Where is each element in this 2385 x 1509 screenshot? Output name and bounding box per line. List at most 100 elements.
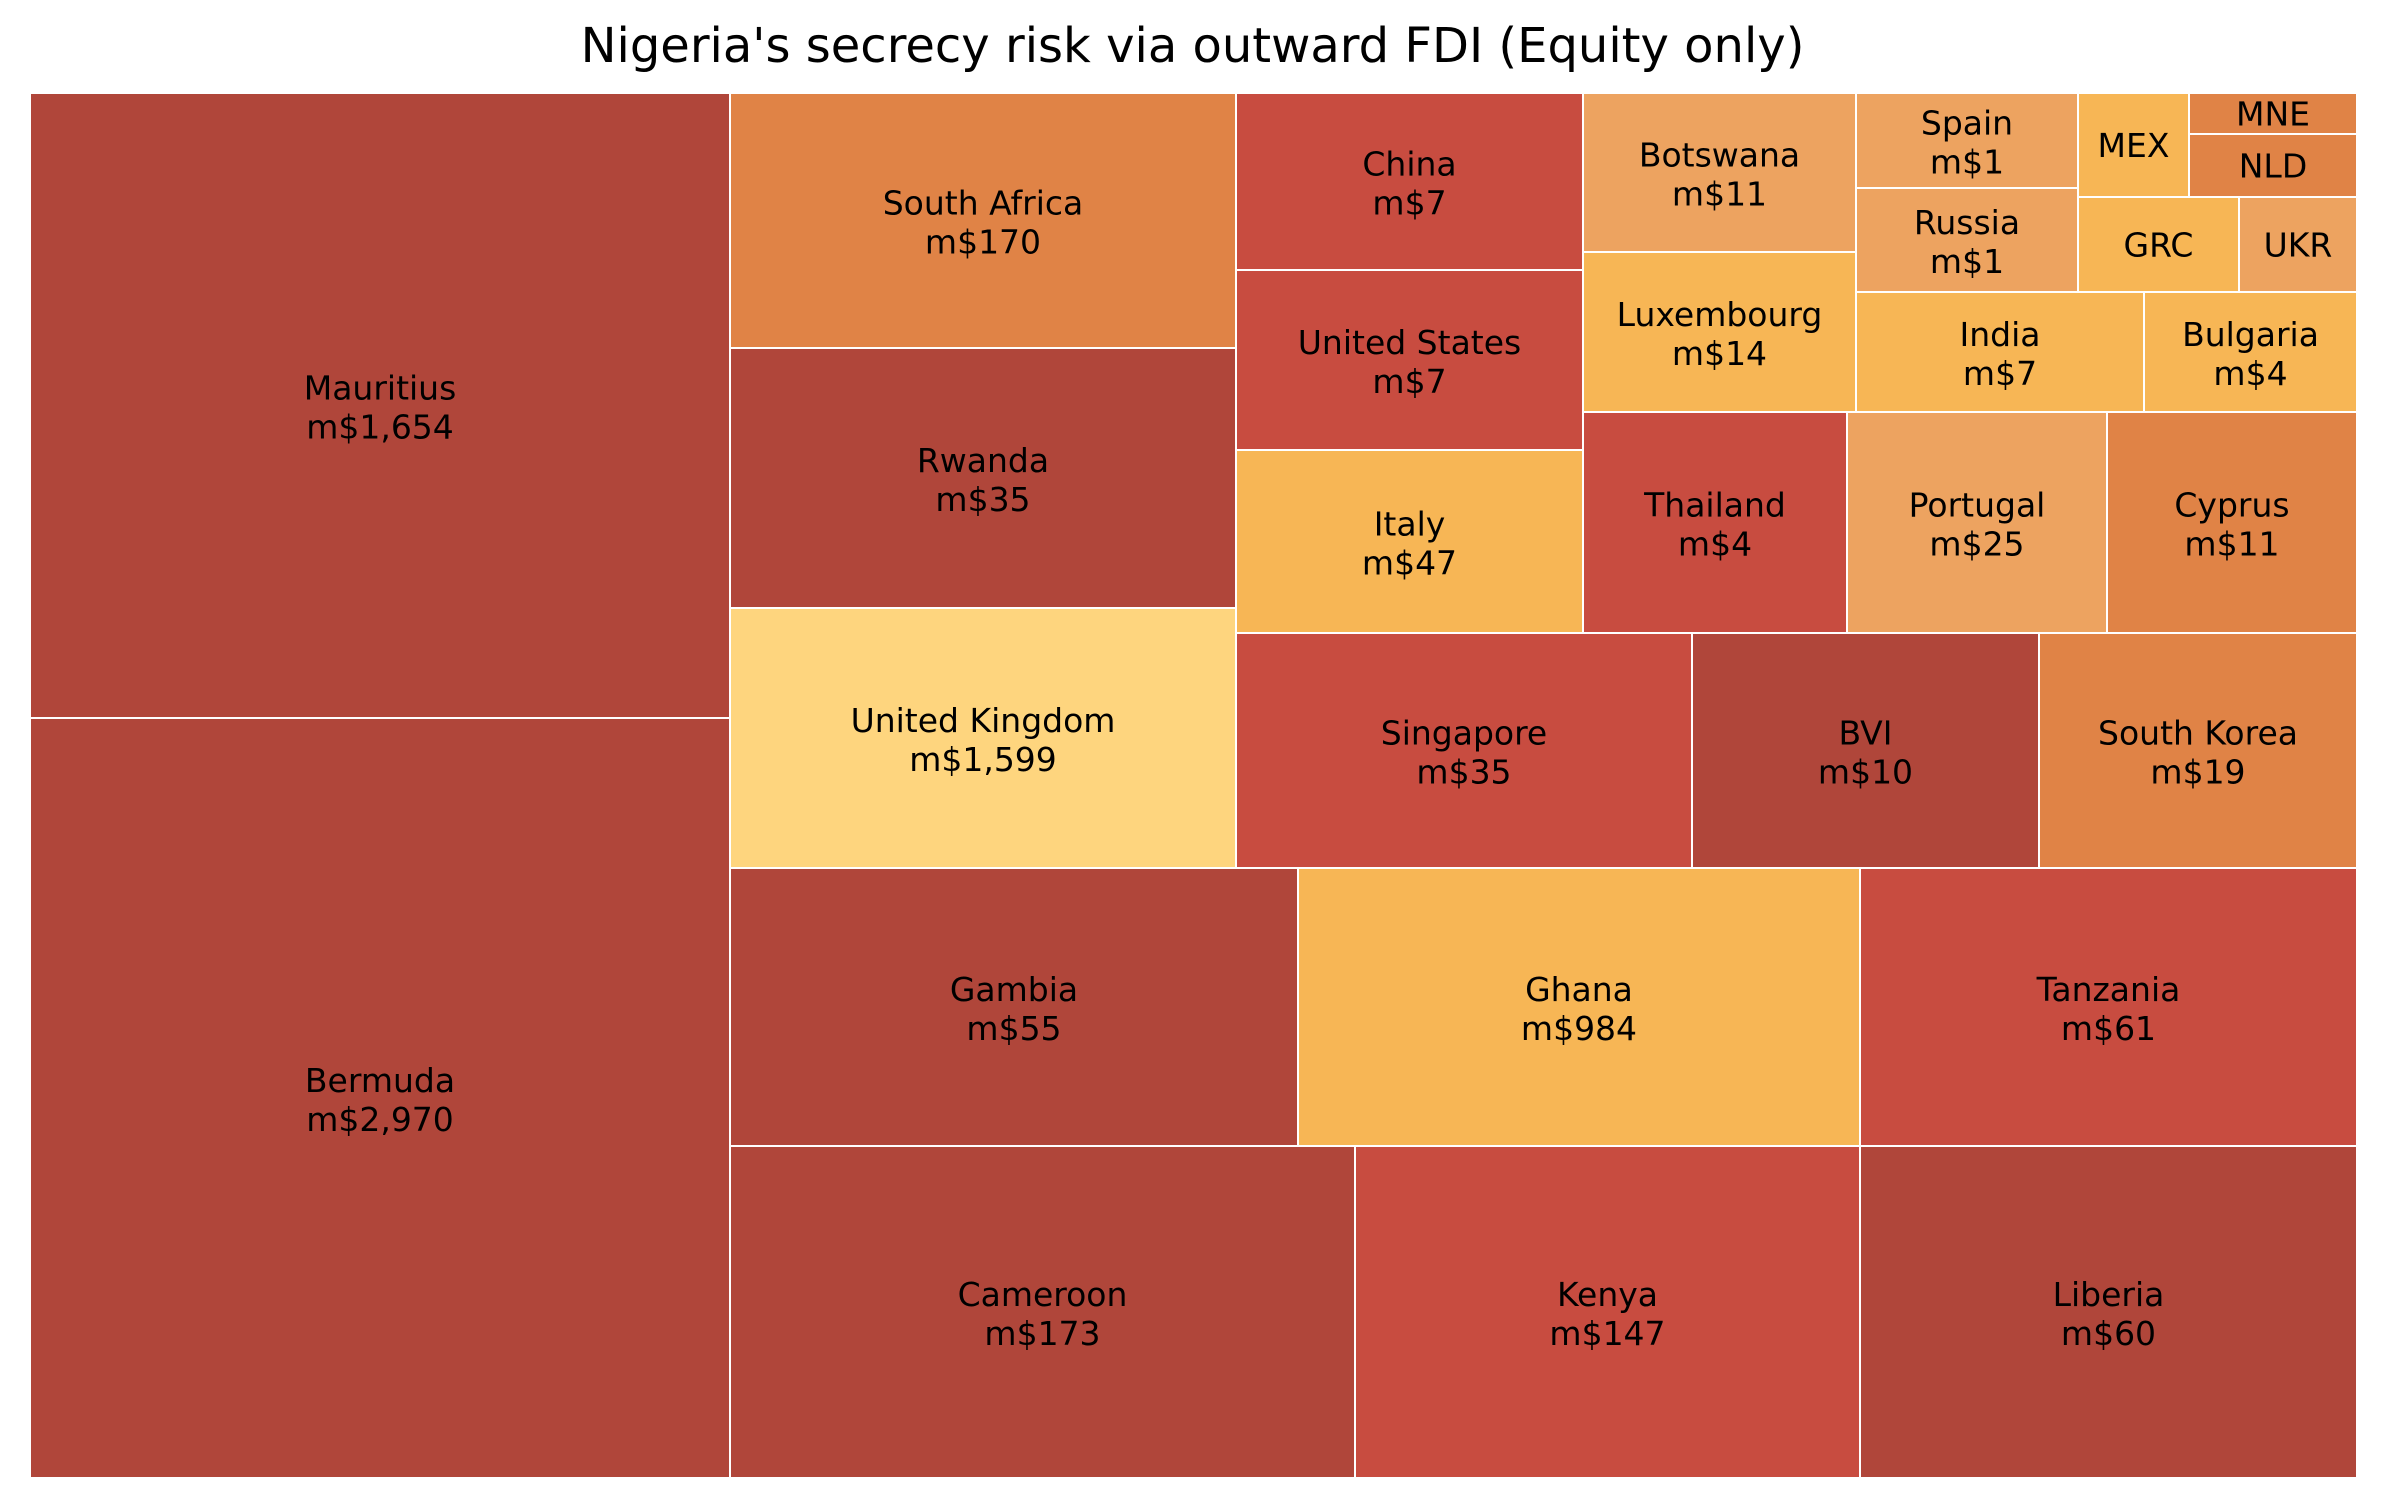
treemap-label-nld: NLD — [2239, 147, 2307, 186]
treemap-label-india: India — [1960, 315, 2041, 354]
treemap-label-portugal: Portugal — [1909, 486, 2046, 525]
treemap-label-gambia: Gambia — [950, 970, 1078, 1009]
treemap-rect-kenya — [1354, 1145, 1861, 1479]
treemap-value-india: m$7 — [1963, 354, 2037, 393]
treemap-value-united-states: m$7 — [1372, 362, 1446, 401]
treemap-value-luxembourg: m$14 — [1672, 334, 1767, 373]
treemap-value-tanzania: m$61 — [2061, 1009, 2156, 1048]
treemap-cell-grc: GRC — [2077, 196, 2240, 293]
treemap-value-bulgaria: m$4 — [2213, 354, 2287, 393]
treemap-label-bermuda: Bermuda — [305, 1061, 455, 1100]
treemap-label-bulgaria: Bulgaria — [2182, 315, 2319, 354]
treemap-label-thailand: Thailand — [1643, 486, 1786, 525]
treemap-label-rwanda: Rwanda — [917, 441, 1049, 480]
treemap-label-mne: MNE — [2236, 95, 2310, 134]
treemap-label-italy: Italy — [1374, 505, 1446, 544]
treemap-value-italy: m$47 — [1362, 544, 1457, 583]
treemap-rect-south-africa — [729, 92, 1237, 349]
treemap-label-singapore: Singapore — [1381, 714, 1547, 753]
treemap-value-thailand: m$4 — [1678, 525, 1752, 564]
treemap-label-china: China — [1362, 145, 1456, 184]
treemap-rect-bvi — [1691, 632, 2040, 869]
treemap-rect-grc — [2077, 196, 2240, 293]
treemap-label-south-korea: South Korea — [2098, 714, 2298, 753]
treemap-label-united-states: United States — [1298, 323, 1521, 362]
treemap-label-cameroon: Cameroon — [958, 1275, 1128, 1314]
treemap-value-united-kingdom: m$1,599 — [909, 740, 1057, 779]
treemap-value-gambia: m$55 — [966, 1009, 1061, 1048]
treemap-value-bvi: m$10 — [1818, 753, 1913, 792]
treemap-value-south-africa: m$170 — [925, 223, 1041, 262]
treemap-label-tanzania: Tanzania — [2036, 970, 2181, 1009]
treemap-value-botswana: m$11 — [1672, 175, 1767, 214]
treemap-label-luxembourg: Luxembourg — [1617, 295, 1823, 334]
treemap-label-south-africa: South Africa — [883, 184, 1084, 223]
treemap-value-spain: m$1 — [1930, 143, 2004, 182]
treemap-value-rwanda: m$35 — [935, 480, 1030, 519]
treemap-value-cameroon: m$173 — [984, 1314, 1100, 1353]
treemap-label-ghana: Ghana — [1525, 970, 1633, 1009]
treemap-label-united-kingdom: United Kingdom — [851, 701, 1116, 740]
treemap-label-botswana: Botswana — [1639, 136, 1800, 175]
treemap-rect-mex — [2077, 92, 2190, 198]
treemap-rect-south-korea — [2038, 632, 2358, 869]
treemap-rect-tanzania — [1859, 867, 2358, 1147]
treemap-label-kenya: Kenya — [1557, 1275, 1658, 1314]
treemap-rect-italy — [1235, 449, 1584, 634]
treemap-rect-cameroon — [729, 1145, 1356, 1479]
treemap-value-mauritius: m$1,654 — [306, 408, 454, 447]
treemap-rect-mne — [2188, 92, 2358, 135]
treemap-rect-botswana — [1582, 92, 1857, 253]
treemap-rect-cyprus — [2106, 411, 2358, 634]
chart-title: Nigeria's secrecy risk via outward FDI (… — [580, 18, 1805, 74]
treemap-rect-liberia — [1859, 1145, 2358, 1479]
treemap-value-portugal: m$25 — [1929, 525, 2024, 564]
treemap-label-bvi: BVI — [1839, 714, 1893, 753]
treemap-value-liberia: m$60 — [2061, 1314, 2156, 1353]
treemap-rect-singapore — [1235, 632, 1693, 869]
treemap-rect-nld — [2188, 133, 2358, 198]
treemap-rect-mauritius — [29, 92, 731, 719]
treemap-rect-ukr — [2238, 196, 2358, 293]
treemap-cell-nld: NLD — [2188, 133, 2358, 198]
treemap-cell-mne: MNE — [2188, 92, 2358, 135]
treemap-label-liberia: Liberia — [2053, 1275, 2165, 1314]
treemap-cell-ukr: UKR — [2238, 196, 2358, 293]
treemap-rect-india — [1855, 291, 2145, 413]
treemap-rect-gambia — [729, 867, 1299, 1147]
treemap-label-grc: GRC — [2124, 226, 2194, 265]
treemap-value-south-korea: m$19 — [2150, 753, 2245, 792]
treemap-rect-bermuda — [29, 717, 731, 1479]
treemap-label-spain: Spain — [1921, 104, 2013, 143]
treemap-value-china: m$7 — [1372, 184, 1446, 223]
treemap-value-kenya: m$147 — [1549, 1314, 1665, 1353]
treemap-label-mauritius: Mauritius — [304, 369, 457, 408]
treemap-value-ghana: m$984 — [1521, 1009, 1637, 1048]
treemap-value-bermuda: m$2,970 — [306, 1100, 454, 1139]
treemap-value-singapore: m$35 — [1416, 753, 1511, 792]
